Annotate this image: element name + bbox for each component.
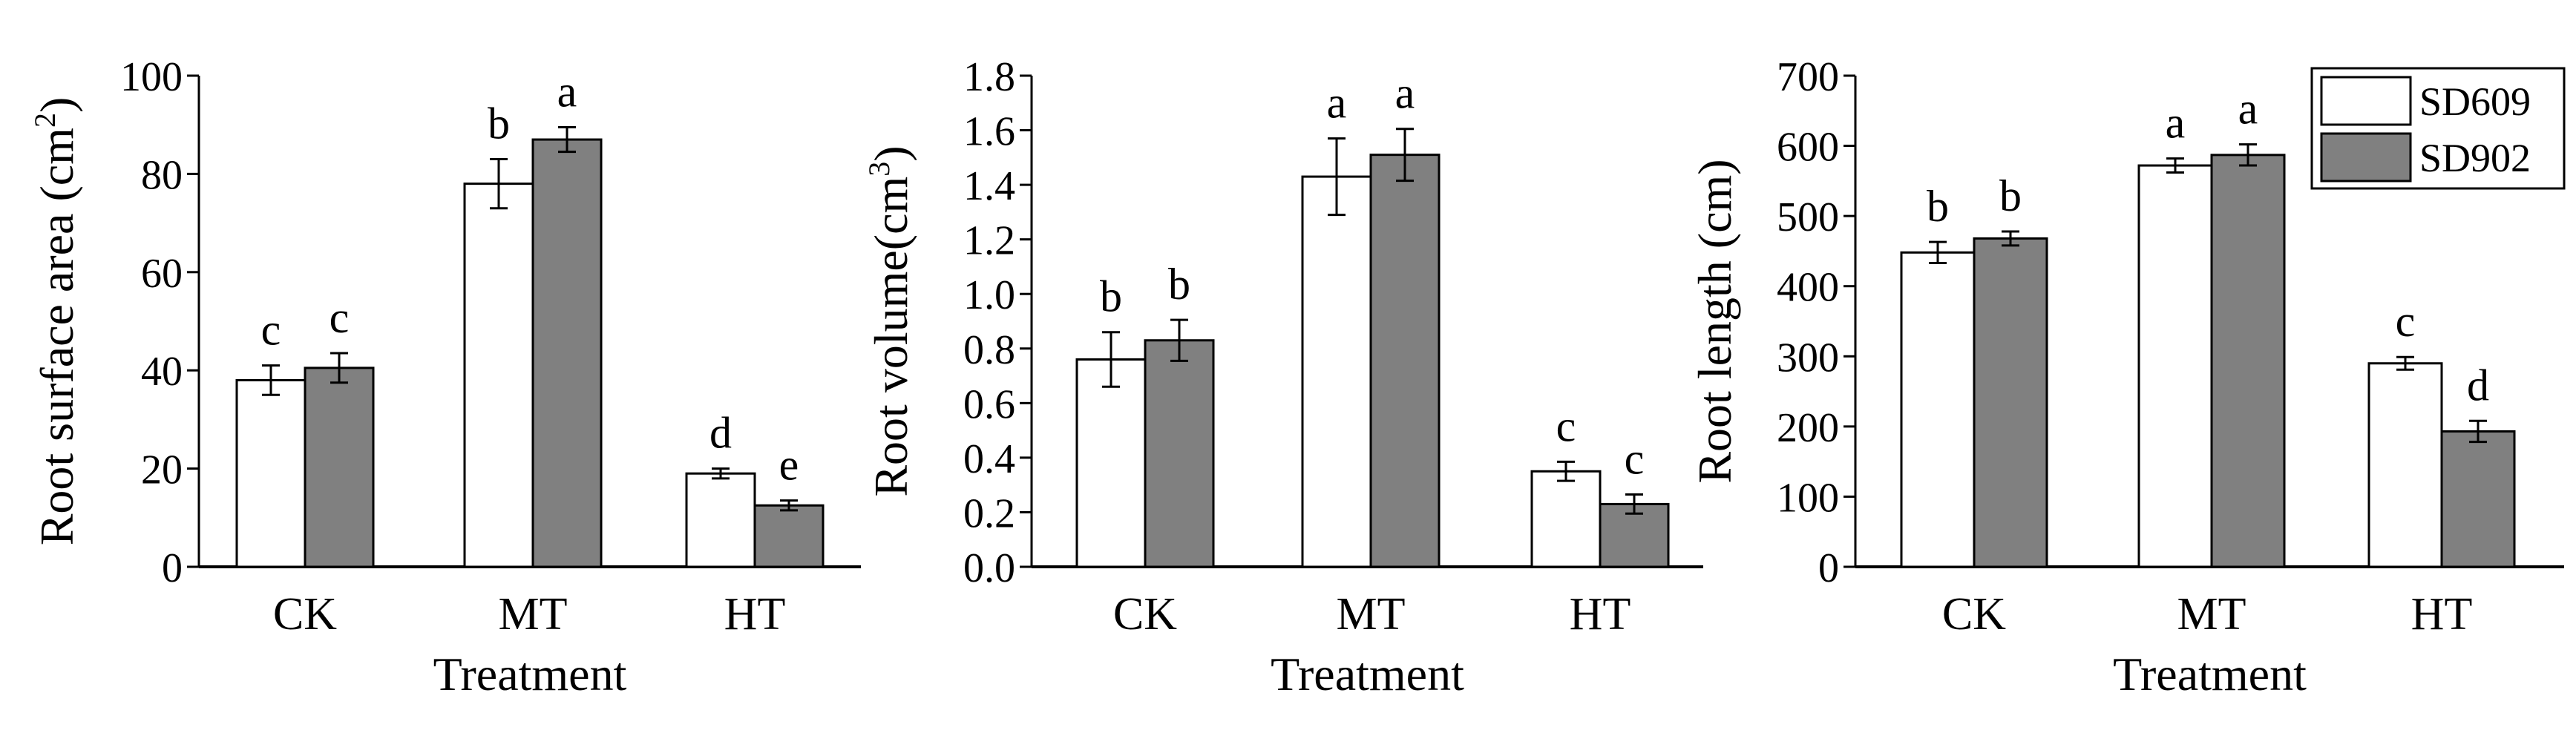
- bar-sd902-ck: [304, 366, 375, 568]
- bar-sd609-mt: [2137, 164, 2213, 568]
- bar-sd902-ht: [2440, 430, 2516, 568]
- y-tick-label: 300: [1777, 335, 1839, 381]
- legend-label-sd609: SD609: [2419, 79, 2531, 124]
- y-tick-label: 0.2: [963, 490, 1015, 536]
- legend-swatch-sd609: [2320, 76, 2412, 126]
- legend-swatch-sd902: [2320, 132, 2412, 183]
- bar-sd609-ht: [685, 472, 756, 568]
- y-tick-label: 400: [1777, 265, 1839, 311]
- significance-letter: a: [557, 68, 577, 116]
- significance-letter: c: [261, 306, 281, 355]
- x-category-label-mt: MT: [1337, 589, 1406, 640]
- y-tick-label: 60: [141, 251, 183, 297]
- significance-letter: b: [488, 99, 510, 148]
- significance-letter: a: [2238, 85, 2258, 134]
- y-axis-title: Root volume(cm3): [862, 145, 917, 496]
- y-tick-label: 0.0: [963, 545, 1015, 591]
- bar-sd609-ck: [1900, 251, 1976, 568]
- y-tick-label: 1.2: [963, 218, 1015, 264]
- significance-letter: c: [1556, 401, 1576, 450]
- x-axis-title: Treatment: [433, 648, 627, 700]
- bar-sd609-mt: [463, 183, 534, 568]
- y-tick-label: 1.4: [963, 163, 1015, 209]
- bar-sd609-ck: [235, 378, 307, 568]
- y-tick-label: 700: [1777, 54, 1839, 100]
- y-tick-label: 1.0: [963, 272, 1015, 318]
- y-axis-title: Root length (cm): [1688, 159, 1741, 483]
- significance-letter: b: [1100, 272, 1122, 321]
- y-tick-label: 40: [141, 349, 183, 395]
- x-axis-title: Treatment: [1271, 648, 1464, 700]
- significance-letter: d: [709, 409, 732, 458]
- significance-letter: c: [330, 293, 350, 342]
- y-tick-label: 600: [1777, 125, 1839, 171]
- chart-root-length: 0 100 200 300 400 500 600 700 b b CK a a MT c d HT Treatm…: [1688, 54, 2564, 700]
- chart-root-surface-area: 0 20 40 60 80 100 c c CK ba MT de HT Treatment Root su…: [28, 54, 861, 700]
- x-category-label-ht: HT: [724, 589, 786, 640]
- significance-letter: d: [2467, 361, 2489, 410]
- x-category-label-ht: HT: [1570, 589, 1631, 640]
- significance-letter: e: [779, 441, 799, 490]
- significance-letter: b: [1999, 171, 2022, 220]
- y-tick-label: 1.8: [963, 54, 1015, 100]
- legend: SD609 SD902: [2310, 67, 2566, 190]
- y-tick-label: 0: [162, 545, 183, 591]
- x-category-label-mt: MT: [499, 589, 568, 640]
- significance-letter: c: [2396, 297, 2416, 346]
- significance-letter: a: [1327, 79, 1347, 128]
- y-tick-label: 200: [1777, 405, 1839, 451]
- bar-sd609-ht: [1530, 470, 1602, 568]
- y-tick-label: 80: [141, 152, 183, 198]
- y-tick-label: 100: [120, 54, 183, 100]
- bar-sd609-ht: [2367, 362, 2443, 568]
- chart-root-volume: 0.0 0.2 0.4 0.6 0.8 1.0 1.2 1.4 1.6 1.8 b b CK a a MT cc…: [862, 54, 1703, 700]
- significance-letter: c: [1625, 435, 1645, 484]
- bar-sd609-mt: [1301, 175, 1372, 568]
- y-tick-label: 0: [1818, 545, 1839, 591]
- x-axis-title: Treatment: [2113, 648, 2307, 700]
- y-axis-title: Root surface area (cm2): [28, 97, 83, 546]
- bar-sd902-ck: [1144, 339, 1215, 568]
- y-tick-label: 0.4: [963, 436, 1015, 482]
- y-tick-label: 20: [141, 447, 183, 493]
- significance-letter: a: [1395, 69, 1415, 118]
- y-tick-label: 500: [1777, 194, 1839, 240]
- bar-sd902-mt: [531, 138, 603, 568]
- x-category-label-ht: HT: [2411, 589, 2473, 640]
- significance-letter: b: [1927, 182, 1949, 231]
- y-tick-label: 0.6: [963, 381, 1015, 427]
- y-tick-label: 100: [1777, 475, 1839, 521]
- bar-sd902-mt: [2210, 154, 2286, 568]
- x-category-label-ck: CK: [273, 589, 337, 640]
- x-category-label-ck: CK: [1113, 589, 1177, 640]
- significance-letter: a: [2166, 99, 2186, 148]
- y-tick-label: 0.8: [963, 327, 1015, 373]
- legend-label-sd902: SD902: [2419, 136, 2531, 180]
- y-tick-label: 1.6: [963, 109, 1015, 155]
- x-category-label-ck: CK: [1942, 589, 2006, 640]
- bar-sd609-ck: [1075, 358, 1147, 568]
- bar-sd902-mt: [1369, 154, 1441, 568]
- bar-sd902-ht: [753, 504, 825, 568]
- significance-letter: b: [1168, 260, 1190, 309]
- x-category-label-mt: MT: [2177, 589, 2246, 640]
- bar-sd902-ck: [1973, 237, 2048, 568]
